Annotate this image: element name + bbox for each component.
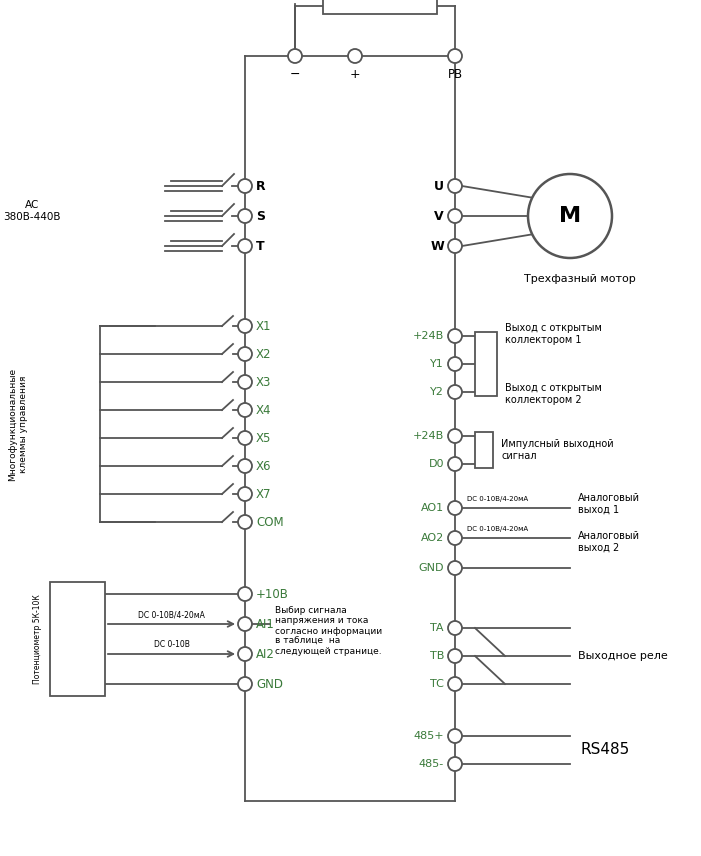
Text: COM: COM [256, 515, 284, 528]
Text: X1: X1 [256, 319, 271, 332]
Text: X2: X2 [256, 348, 271, 360]
Text: D0: D0 [428, 459, 444, 469]
Text: AO2: AO2 [421, 533, 444, 543]
Circle shape [448, 429, 462, 443]
Bar [50, 582, 105, 696]
Text: AO1: AO1 [421, 503, 444, 513]
Text: TB: TB [430, 651, 444, 661]
Text: Потенциометр 5К-10К: Потенциометр 5К-10К [34, 594, 43, 684]
Circle shape [238, 647, 252, 661]
Circle shape [448, 649, 462, 663]
Circle shape [448, 385, 462, 399]
Circle shape [448, 357, 462, 371]
Circle shape [238, 209, 252, 223]
Bar [475, 432, 493, 468]
Text: X3: X3 [256, 376, 271, 389]
Circle shape [238, 515, 252, 529]
Text: DC 0-10В/4-20мА: DC 0-10В/4-20мА [467, 496, 528, 502]
Text: Выбир сигнала
напряжения и тока
согласно информации
в таблице  на
следующей стра: Выбир сигнала напряжения и тока согласно… [275, 606, 382, 657]
Text: +10В: +10В [256, 587, 289, 601]
Circle shape [448, 209, 462, 223]
Bar [475, 332, 497, 396]
Circle shape [238, 347, 252, 361]
Text: DC 0-10В: DC 0-10В [154, 640, 189, 649]
Circle shape [448, 329, 462, 343]
Circle shape [238, 617, 252, 631]
Text: DC 0-10В/4-20мА: DC 0-10В/4-20мА [138, 610, 205, 619]
Text: −: − [290, 68, 300, 81]
Text: AI1: AI1 [256, 617, 275, 631]
Text: TC: TC [430, 679, 444, 689]
Circle shape [448, 179, 462, 193]
Text: X4: X4 [256, 403, 271, 417]
Text: T: T [256, 240, 264, 253]
Text: PB: PB [447, 68, 463, 81]
Text: M: M [559, 206, 581, 226]
Circle shape [448, 621, 462, 635]
Text: X5: X5 [256, 431, 271, 444]
Text: +24В: +24В [413, 431, 444, 441]
Circle shape [448, 729, 462, 743]
Circle shape [238, 319, 252, 333]
Circle shape [288, 49, 302, 63]
Circle shape [238, 587, 252, 601]
Text: 485+: 485+ [414, 731, 444, 741]
Text: Импулсный выходной
сигнал: Импулсный выходной сигнал [501, 439, 613, 461]
Circle shape [348, 49, 362, 63]
Text: Аналоговый
выход 1: Аналоговый выход 1 [578, 493, 640, 514]
Text: W: W [430, 240, 444, 253]
Circle shape [448, 457, 462, 471]
Text: Многофункциональные
клеммы управления: Многофункциональные клеммы управления [8, 367, 28, 480]
Circle shape [238, 487, 252, 501]
Text: AC
380В-440В: AC 380В-440В [4, 200, 61, 222]
Text: Аналоговый
выход 2: Аналоговый выход 2 [578, 532, 640, 553]
Text: Трехфазный мотор: Трехфазный мотор [524, 274, 636, 284]
Circle shape [448, 757, 462, 771]
Text: GND: GND [418, 563, 444, 573]
Circle shape [448, 49, 462, 63]
Circle shape [238, 677, 252, 691]
Text: +24В: +24В [413, 331, 444, 341]
Circle shape [238, 375, 252, 389]
Text: U: U [434, 180, 444, 193]
Bar [323, 0, 437, 14]
Circle shape [238, 431, 252, 445]
Circle shape [238, 239, 252, 253]
Text: Выход с открытым
коллектором 2: Выход с открытым коллектором 2 [505, 383, 602, 405]
Circle shape [238, 403, 252, 417]
Circle shape [448, 239, 462, 253]
Text: Y2: Y2 [430, 387, 444, 397]
Text: TA: TA [430, 623, 444, 633]
Text: V: V [435, 210, 444, 223]
Text: Выходное реле: Выходное реле [578, 651, 668, 661]
Circle shape [448, 531, 462, 545]
Text: Выход с открытым
коллектором 1: Выход с открытым коллектором 1 [505, 324, 602, 345]
Circle shape [528, 174, 612, 258]
Text: S: S [256, 210, 265, 223]
Text: X7: X7 [256, 488, 271, 501]
Text: 485-: 485- [418, 759, 444, 769]
Text: Y1: Y1 [430, 359, 444, 369]
Circle shape [448, 561, 462, 575]
Circle shape [448, 677, 462, 691]
Text: GND: GND [256, 677, 283, 691]
Circle shape [238, 459, 252, 473]
Text: X6: X6 [256, 460, 271, 473]
Text: RS485: RS485 [580, 742, 629, 758]
Text: DC 0-10В/4-20мА: DC 0-10В/4-20мА [467, 526, 528, 532]
Text: AI2: AI2 [256, 647, 275, 661]
Circle shape [238, 179, 252, 193]
Circle shape [448, 501, 462, 515]
Text: +: + [350, 68, 360, 81]
Text: R: R [256, 180, 266, 193]
